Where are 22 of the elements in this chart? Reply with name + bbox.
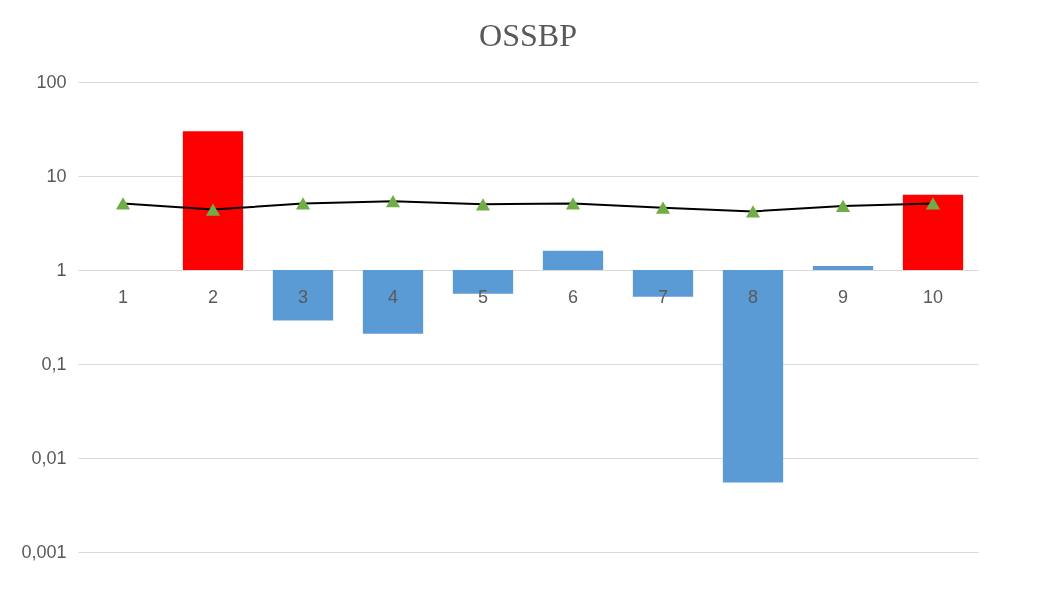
y-tick-label: 1 xyxy=(56,259,67,280)
x-tick-label: 8 xyxy=(747,286,759,307)
y-tick-label: 100 xyxy=(36,71,67,92)
chart-title: OSSBP xyxy=(479,17,577,53)
x-tick-label: 2 xyxy=(207,286,219,307)
x-tick-label: 3 xyxy=(297,286,309,307)
x-tick-label: 6 xyxy=(567,286,579,307)
x-tick-label: 9 xyxy=(837,286,849,307)
bar xyxy=(722,270,784,483)
bar xyxy=(182,131,244,270)
y-tick-label: 0,1 xyxy=(41,353,67,374)
bar xyxy=(362,270,424,334)
bar xyxy=(902,194,964,270)
y-tick-label: 0,01 xyxy=(31,447,67,468)
y-tick-label: 0,001 xyxy=(21,541,67,562)
x-tick-label: 4 xyxy=(387,286,399,307)
x-tick-label: 1 xyxy=(117,286,129,307)
x-tick-label: 10 xyxy=(922,286,944,307)
bar xyxy=(272,270,334,321)
y-tick-label: 10 xyxy=(46,165,67,186)
bar xyxy=(812,266,874,270)
bar xyxy=(542,250,604,270)
